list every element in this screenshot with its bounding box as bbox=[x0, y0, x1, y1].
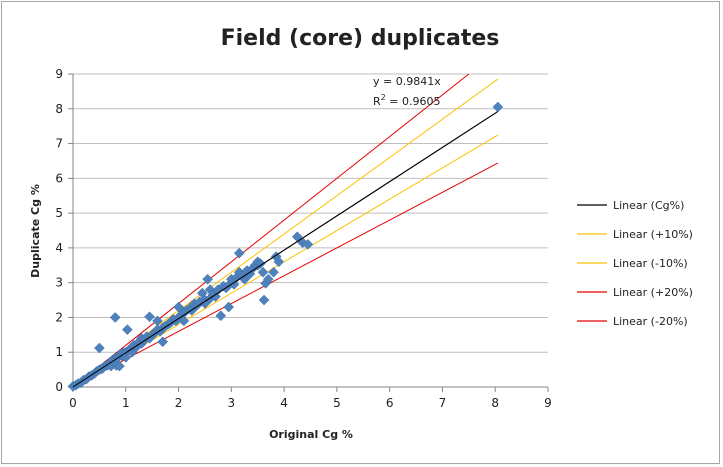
data-point bbox=[273, 256, 285, 268]
data-point bbox=[94, 342, 105, 354]
y-tick-label: 7 bbox=[55, 137, 63, 151]
data-point bbox=[114, 360, 125, 372]
data-point bbox=[492, 101, 504, 113]
data-point bbox=[268, 266, 279, 278]
x-tick-label: 1 bbox=[122, 396, 130, 410]
x-tick-label: 9 bbox=[544, 396, 552, 410]
trend-line-linear-20 bbox=[72, 162, 499, 388]
data-point bbox=[223, 301, 235, 313]
legend-label: Linear (-20%) bbox=[613, 315, 688, 328]
data-point bbox=[215, 310, 227, 322]
data-point bbox=[144, 311, 155, 323]
legend-label: Linear (Cg%) bbox=[613, 199, 684, 212]
trend-line-linear-20 bbox=[72, 73, 470, 388]
data-point bbox=[202, 273, 213, 285]
legend: Linear (Cg%) Linear (+10%) Linear (-10%) Li… bbox=[577, 199, 693, 328]
data-point bbox=[178, 315, 190, 327]
x-tick-label: 5 bbox=[333, 396, 341, 410]
y-tick-label: 8 bbox=[55, 102, 63, 116]
data-point bbox=[233, 247, 245, 259]
x-tick-label: 7 bbox=[439, 396, 447, 410]
data-points bbox=[67, 101, 504, 392]
r-squared-label: R2 = 0.9605 bbox=[373, 93, 440, 108]
y-tick-label: 2 bbox=[55, 310, 63, 324]
y-tick-label: 4 bbox=[55, 241, 63, 255]
chart-title: Field (core) duplicates bbox=[221, 26, 500, 51]
legend-label: Linear (+10%) bbox=[613, 228, 693, 241]
x-tick-label: 3 bbox=[228, 396, 236, 410]
data-point bbox=[302, 239, 314, 250]
regression-equation: y = 0.9841x bbox=[373, 75, 441, 88]
y-tick-label: 5 bbox=[55, 206, 63, 220]
data-point bbox=[199, 298, 211, 309]
y-tick-label: 1 bbox=[55, 345, 63, 359]
r-squared-letter: R bbox=[373, 95, 381, 108]
x-tick-label: 0 bbox=[69, 396, 77, 410]
regression-annotation: y = 0.9841x R2 = 0.9605 bbox=[373, 75, 441, 108]
r-squared-superscript: 2 bbox=[381, 93, 386, 102]
legend-item: Linear (-10%) bbox=[577, 257, 688, 270]
y-axis-title: Duplicate Cg % bbox=[29, 184, 42, 278]
trend-line-linear-cg-overlay bbox=[72, 111, 499, 388]
y-tick-label: 0 bbox=[55, 380, 63, 394]
y-tick-label: 6 bbox=[55, 171, 63, 185]
y-tick-label: 3 bbox=[55, 276, 63, 290]
x-tick-label: 8 bbox=[491, 396, 499, 410]
legend-label: Linear (-10%) bbox=[613, 257, 688, 270]
data-point bbox=[258, 294, 270, 306]
legend-item: Linear (Cg%) bbox=[577, 199, 684, 212]
x-axis-title: Original Cg % bbox=[269, 428, 353, 441]
data-point bbox=[255, 258, 266, 269]
data-point bbox=[109, 312, 121, 323]
tick-labels: 0 1 2 3 4 5 6 7 8 9 0 1 2 3 4 5 6 7 8 9 bbox=[55, 67, 551, 410]
legend-item: Linear (+10%) bbox=[577, 228, 693, 241]
legend-item: Linear (-20%) bbox=[577, 315, 688, 328]
x-tick-label: 4 bbox=[280, 396, 288, 410]
gridlines bbox=[73, 73, 548, 353]
axes bbox=[68, 73, 549, 392]
x-tick-label: 2 bbox=[175, 396, 183, 410]
r-squared-value: = 0.9605 bbox=[386, 95, 441, 108]
legend-item: Linear (+20%) bbox=[577, 286, 693, 299]
y-tick-label: 9 bbox=[55, 67, 63, 81]
data-point bbox=[173, 301, 184, 313]
data-point bbox=[122, 324, 133, 335]
x-tick-label: 6 bbox=[386, 396, 394, 410]
data-point bbox=[262, 273, 274, 285]
data-point bbox=[157, 336, 169, 348]
legend-label: Linear (+20%) bbox=[613, 286, 693, 299]
data-point bbox=[257, 266, 269, 278]
